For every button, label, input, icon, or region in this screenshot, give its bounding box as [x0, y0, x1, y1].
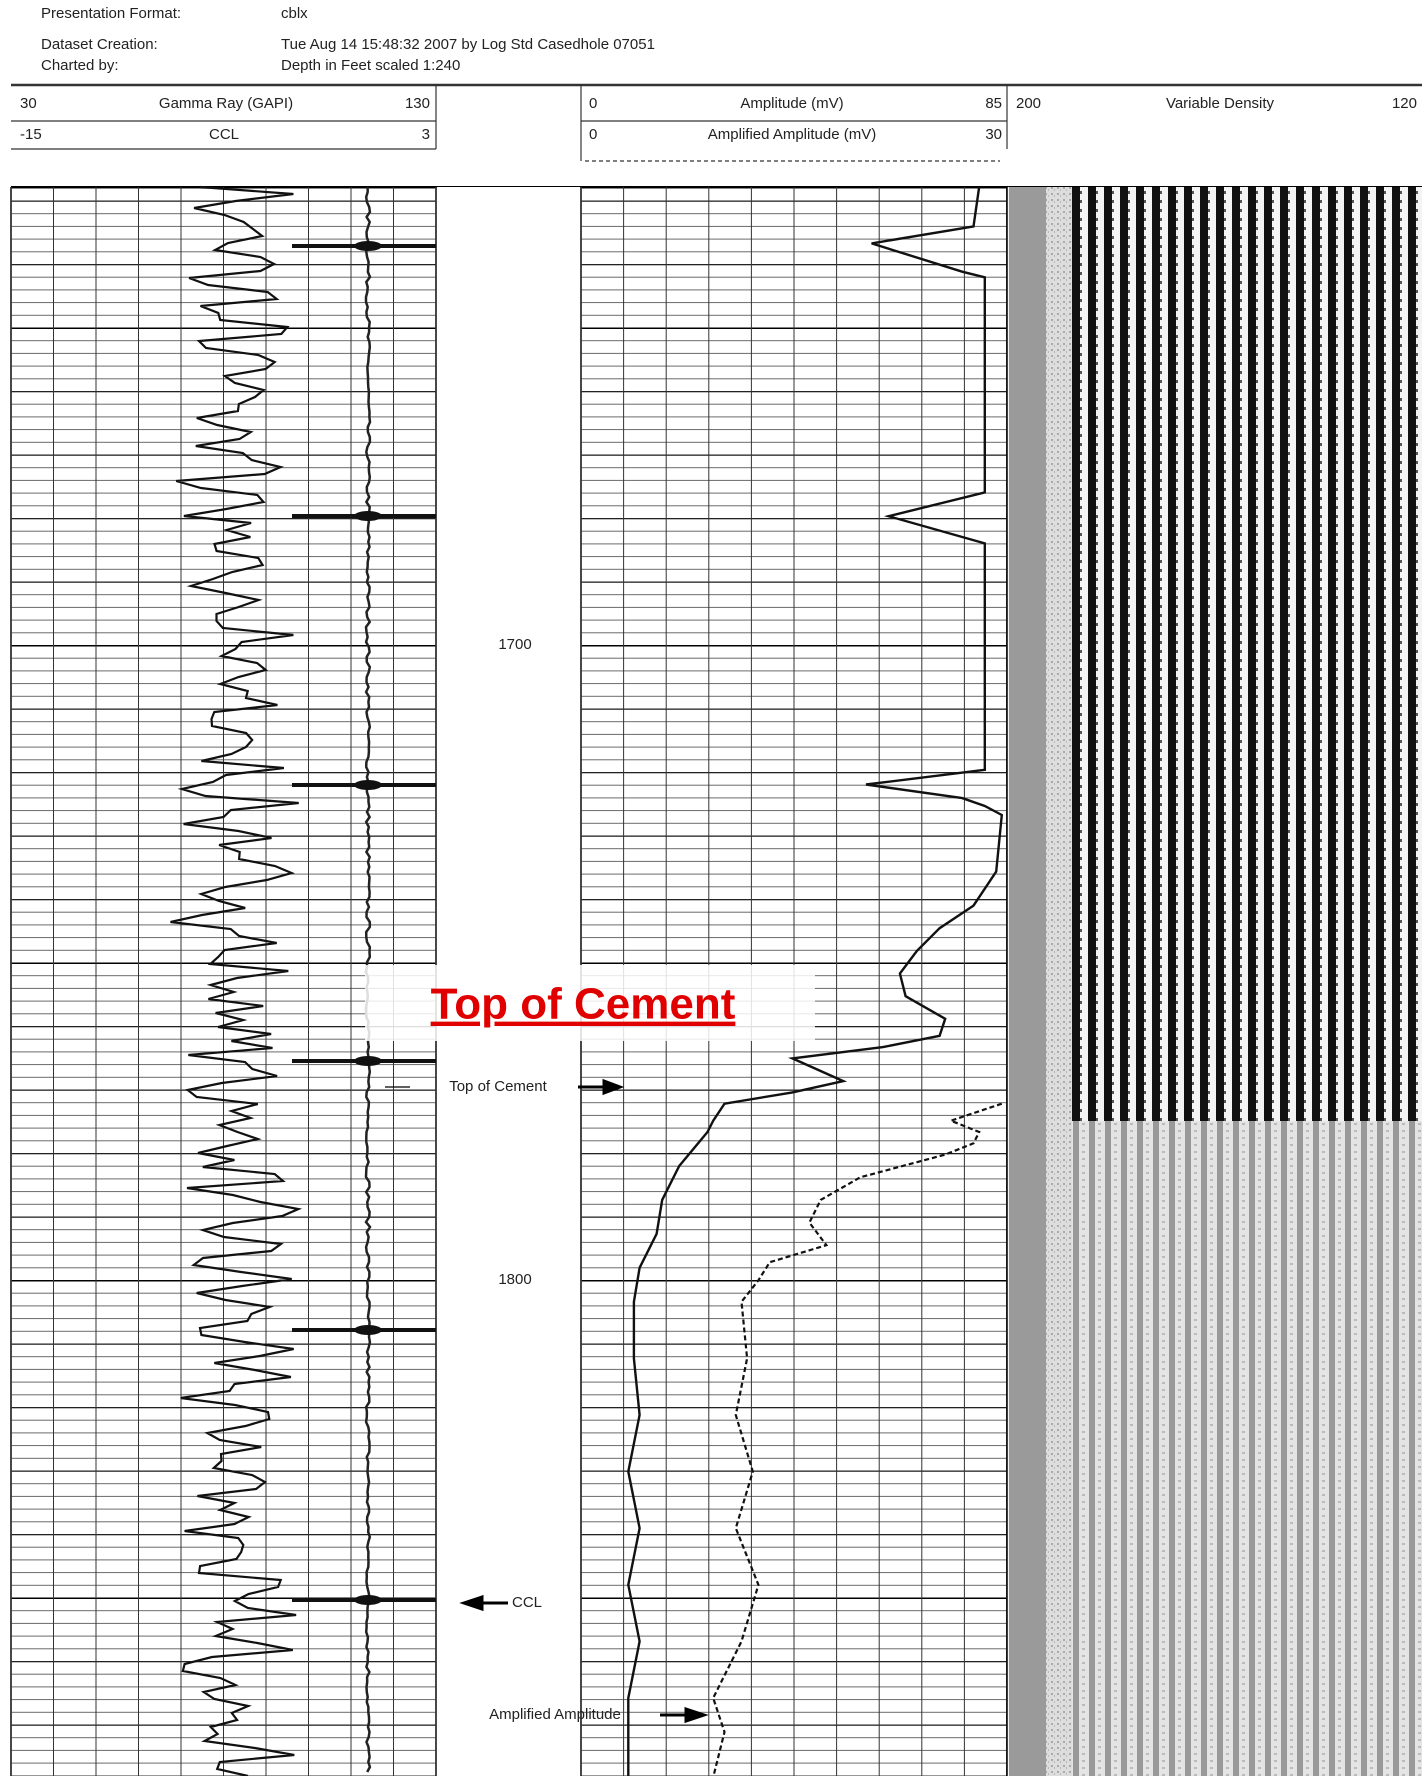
- header-label: Charted by:: [41, 57, 119, 74]
- page: Presentation Format: cblx Dataset Creati…: [0, 0, 1422, 1776]
- curve-name: Variable Density: [1166, 95, 1275, 112]
- vdl-noise: [1046, 187, 1072, 1776]
- scale-right: 130: [405, 95, 430, 112]
- callout: Top of Cement: [431, 980, 736, 1029]
- header-label: Presentation Format:: [41, 5, 181, 22]
- vdl-free-pipe: [1072, 187, 1422, 1121]
- scale-right: 85: [985, 95, 1002, 112]
- scale-left: -15: [20, 126, 42, 143]
- scale-right: 30: [985, 126, 1002, 143]
- ccl-collar-blob: [354, 1595, 382, 1605]
- header: Presentation Format: cblx Dataset Creati…: [41, 5, 655, 74]
- ccl-collar-blob: [354, 780, 382, 790]
- annotation: CCL: [512, 1594, 542, 1611]
- curve-name: CCL: [209, 126, 239, 143]
- ccl-collar-blob: [354, 241, 382, 251]
- ccl-collar-blob: [354, 1325, 382, 1335]
- scale-right: 3: [422, 126, 430, 143]
- curve-name: Gamma Ray (GAPI): [159, 95, 293, 112]
- annotation: Top of Cement: [449, 1078, 547, 1095]
- ccl-collar-blob: [354, 1056, 382, 1066]
- scale-right: 120: [1392, 95, 1417, 112]
- annotation: Amplified Amplitude: [489, 1706, 621, 1723]
- vdl-band: [1009, 187, 1046, 1776]
- header-value: Tue Aug 14 15:48:32 2007 by Log Std Case…: [281, 36, 655, 53]
- scale-left: 0: [589, 126, 597, 143]
- scale-left: 200: [1016, 95, 1041, 112]
- depth-label: 1800: [498, 1271, 531, 1288]
- curve-name: Amplitude (mV): [740, 95, 843, 112]
- header-label: Dataset Creation:: [41, 36, 158, 53]
- log-sheet: Presentation Format: cblx Dataset Creati…: [0, 0, 1422, 1776]
- curve-name: Amplified Amplitude (mV): [708, 126, 876, 143]
- header-value: cblx: [281, 5, 308, 22]
- header-value: Depth in Feet scaled 1:240: [281, 57, 460, 74]
- vdl-track: [1007, 187, 1422, 1776]
- depth-label: 1700: [498, 636, 531, 653]
- scale-left: 30: [20, 95, 37, 112]
- vdl-bonded: [1072, 1121, 1422, 1776]
- scale-left: 0: [589, 95, 597, 112]
- ccl-collar-blob: [354, 511, 382, 521]
